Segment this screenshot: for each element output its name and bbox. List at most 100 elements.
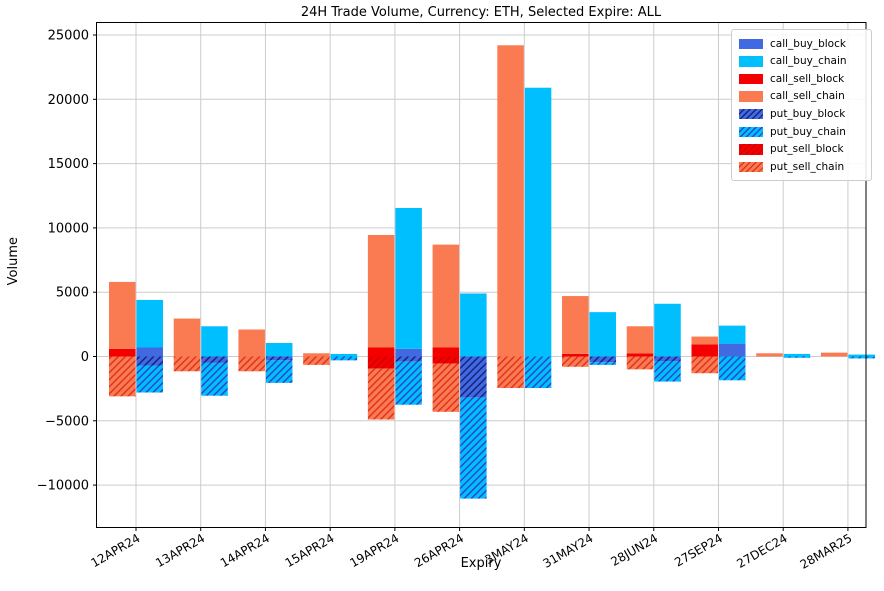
bar-28JUN24-put_sell_chain — [626, 356, 654, 370]
bar-12APR24-put_buy_chain — [136, 365, 163, 393]
bar-15APR24-call_sell_chain — [303, 353, 330, 357]
bar-28MAR25-call_buy_chain — [848, 354, 875, 357]
bar-28JUN24-put_buy_block — [654, 356, 681, 362]
legend-item-put_sell_block: put_sell_block — [739, 141, 864, 159]
bar-13APR24-put_buy_block — [201, 356, 228, 363]
bar-14APR24-put_sell_chain — [238, 356, 265, 372]
bar-31MAY24-call_sell_chain — [562, 296, 589, 354]
legend-item-put_buy_block: put_buy_block — [739, 105, 864, 123]
bar-12APR24-call_sell_block — [109, 348, 136, 357]
bar-19APR24-put_sell_block — [367, 356, 395, 369]
bar-12APR24-put_sell_chain — [109, 356, 136, 397]
bar-31MAY24-call_sell_block — [562, 353, 589, 357]
bar-28JUN24-call_sell_block — [626, 353, 654, 357]
bar-13APR24-put_buy_chain — [201, 362, 228, 396]
bar-14APR24-put_buy_block — [265, 356, 293, 361]
bar-13APR24-call_sell_chain — [173, 318, 201, 357]
bar-19APR24-call_sell_block — [367, 347, 395, 357]
bar-13APR24-put_sell_chain — [173, 356, 201, 372]
bar-27DEC24-put_buy_chain — [783, 356, 811, 358]
bar-15APR24-put_sell_chain — [303, 356, 330, 365]
legend-swatch-put_buy_block — [739, 108, 763, 120]
bar-27DEC24-call_sell_chain — [756, 353, 783, 357]
legend-label: call_buy_block — [770, 37, 846, 50]
bar-26APR24-call_buy_chain — [460, 293, 487, 357]
legend-swatch-put_sell_block — [739, 144, 763, 155]
legend-label: put_sell_chain — [770, 160, 845, 173]
bar-19APR24-call_buy_block — [395, 348, 422, 357]
y-tick-label: 15000 — [48, 157, 89, 172]
legend-item-put_sell_chain: put_sell_chain — [739, 158, 864, 176]
legend-label: put_buy_block — [770, 107, 846, 120]
legend-label: put_sell_block — [770, 143, 844, 156]
bar-31MAY24-put_sell_chain — [562, 356, 589, 367]
y-tick-label: 5000 — [56, 286, 89, 301]
legend-swatch-put_sell_chain — [739, 161, 763, 173]
legend-item-call_sell_chain: call_sell_chain — [739, 88, 864, 106]
bar-28MAR25-call_sell_chain — [820, 352, 848, 357]
bar-28MAR25-put_buy_chain — [848, 356, 875, 359]
y-tick-label: −10000 — [37, 479, 89, 494]
bar-14APR24-call_sell_chain — [238, 329, 265, 357]
axes-frame — [96, 22, 867, 528]
bar-15APR24-call_buy_chain — [330, 353, 358, 357]
bar-26APR24-put_buy_block — [460, 356, 487, 398]
bar-3MAY24-call_sell_chain — [497, 45, 524, 357]
bar-26APR24-call_sell_block — [432, 347, 460, 357]
y-tick-label: −5000 — [45, 414, 89, 429]
y-tick-label: 0 — [81, 350, 89, 365]
bar-15APR24-put_buy_chain — [330, 356, 358, 361]
bar-28JUN24-put_buy_chain — [654, 361, 681, 382]
bar-26APR24-call_sell_chain — [432, 244, 460, 348]
bar-27SEP24-put_sell_chain — [691, 356, 718, 374]
legend-item-call_sell_block: call_sell_block — [739, 70, 864, 88]
legend-swatch-call_buy_block — [739, 38, 763, 50]
legend-label: call_sell_chain — [770, 90, 845, 103]
bar-19APR24-call_buy_chain — [395, 207, 422, 349]
y-tick-label: 25000 — [48, 29, 89, 44]
legend-swatch-put_buy_chain — [739, 126, 763, 138]
bar-31MAY24-put_buy_chain — [589, 362, 617, 365]
bar-31MAY24-call_buy_chain — [589, 312, 617, 357]
legend: call_buy_block call_buy_chain call_sell_bl… — [731, 29, 872, 181]
bar-28JUN24-call_buy_chain — [654, 303, 681, 357]
legend-item-call_buy_block: call_buy_block — [739, 35, 864, 53]
bar-26APR24-put_sell_block — [432, 356, 460, 364]
y-tick-label: 20000 — [48, 93, 89, 108]
bar-13APR24-call_buy_chain — [201, 326, 228, 357]
bar-19APR24-put_buy_chain — [395, 361, 422, 405]
bar-3MAY24-call_buy_chain — [524, 87, 552, 357]
legend-label: put_buy_chain — [770, 125, 846, 138]
bar-31MAY24-put_buy_block — [589, 356, 617, 363]
bar-26APR24-put_sell_chain — [432, 363, 460, 412]
bar-27SEP24-call_buy_chain — [718, 325, 746, 344]
bar-27DEC24-call_buy_chain — [783, 353, 811, 357]
bar-19APR24-put_sell_chain — [367, 368, 395, 420]
legend-label: call_buy_chain — [770, 55, 847, 68]
bar-3MAY24-put_buy_chain — [524, 356, 552, 389]
chart-title: 24H Trade Volume, Currency: ETH, Selecte… — [300, 5, 662, 20]
bar-14APR24-put_buy_chain — [265, 360, 293, 383]
legend-swatch-call_sell_chain — [739, 91, 763, 102]
bar-27SEP24-call_buy_block — [718, 343, 746, 357]
x-axis-label: Expiry — [460, 556, 502, 571]
y-tick-label: 10000 — [48, 221, 89, 236]
legend-label: call_sell_block — [770, 72, 845, 85]
bar-27SEP24-put_buy_chain — [718, 356, 746, 381]
legend-item-put_buy_chain: put_buy_chain — [739, 123, 864, 141]
bar-19APR24-put_buy_block — [395, 356, 422, 362]
bar-27SEP24-call_sell_chain — [691, 336, 718, 345]
bar-14APR24-call_buy_chain — [265, 342, 293, 357]
bar-3MAY24-put_sell_chain — [497, 356, 524, 389]
legend-item-call_buy_chain: call_buy_chain — [739, 53, 864, 71]
legend-swatch-call_sell_block — [739, 73, 763, 85]
bar-26APR24-put_buy_chain — [460, 397, 487, 499]
bar-27SEP24-call_sell_block — [691, 344, 718, 357]
bar-19APR24-call_sell_chain — [367, 234, 395, 348]
legend-swatch-call_buy_chain — [739, 56, 763, 67]
bar-12APR24-call_buy_block — [136, 347, 163, 357]
bar-12APR24-call_sell_chain — [109, 281, 136, 349]
bar-12APR24-put_buy_block — [136, 356, 163, 366]
